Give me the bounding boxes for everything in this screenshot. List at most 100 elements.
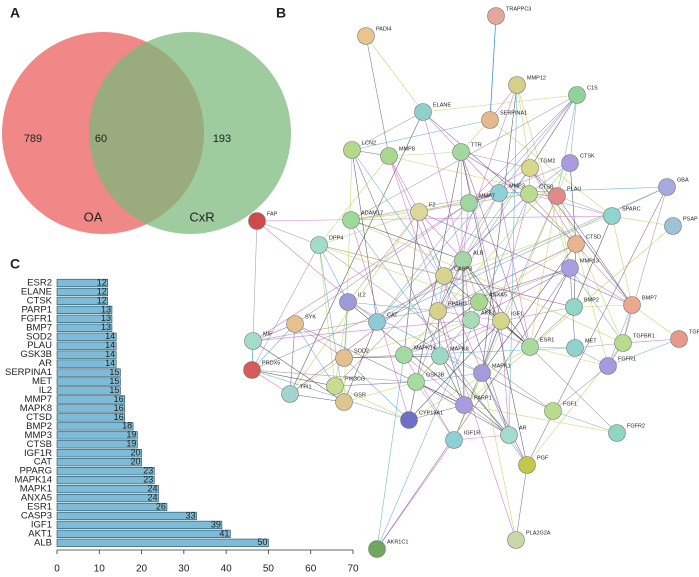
- node: [454, 251, 472, 269]
- node-label: MMP3: [509, 183, 525, 189]
- edge: [343, 319, 472, 359]
- edge: [351, 149, 378, 323]
- edge: [529, 346, 609, 367]
- edge: [556, 195, 633, 306]
- edge: [463, 404, 618, 434]
- node: [431, 347, 449, 365]
- bar: [56, 386, 121, 395]
- edge: [462, 259, 472, 321]
- node-label: CYP19A1: [419, 410, 443, 416]
- value-label: 13: [101, 313, 111, 323]
- edge: [318, 244, 445, 277]
- edge: [289, 275, 445, 395]
- value-label: 18: [122, 421, 132, 431]
- edge: [376, 275, 445, 323]
- edge: [388, 151, 462, 157]
- edge: [611, 215, 633, 306]
- edge: [508, 84, 518, 436]
- x-tick-label: 20: [136, 564, 148, 575]
- edge: [334, 381, 417, 387]
- node: [565, 298, 583, 316]
- edge: [453, 434, 510, 441]
- category-label: SOD2: [26, 331, 52, 342]
- category-label: ESR1: [27, 502, 52, 513]
- edge: [631, 304, 680, 340]
- edge: [418, 211, 445, 277]
- node: [521, 338, 539, 356]
- node: [599, 357, 617, 375]
- node-label: ANXA5: [489, 292, 507, 298]
- node: [414, 103, 432, 121]
- node-label: AKR1C1: [387, 539, 408, 545]
- node-label: IGF1R: [464, 430, 480, 436]
- edge: [552, 365, 609, 412]
- edge: [318, 244, 336, 387]
- edge: [334, 275, 445, 387]
- edge: [611, 215, 674, 227]
- node-label: MAPK14: [414, 345, 436, 351]
- node-label: MMP12: [527, 75, 546, 81]
- x-tick-label: 40: [221, 564, 233, 575]
- node: [445, 431, 463, 449]
- edge: [251, 323, 296, 371]
- category-label: MAPK14: [15, 475, 53, 486]
- edge: [569, 267, 624, 344]
- panel-label: A: [10, 5, 20, 21]
- edge: [294, 323, 345, 359]
- category-label: PLAU: [27, 340, 52, 351]
- edge: [481, 193, 530, 374]
- bar: [56, 314, 113, 323]
- edge: [318, 155, 390, 246]
- bar: [56, 287, 109, 297]
- edge: [418, 211, 633, 306]
- edge: [388, 155, 420, 213]
- edge: [403, 211, 420, 356]
- category-label: CTSD: [26, 412, 52, 423]
- bar: [56, 278, 109, 288]
- edge: [365, 35, 390, 157]
- node: [339, 293, 357, 311]
- category-label: IGF1R: [24, 448, 52, 459]
- node-label: FAP: [267, 211, 278, 217]
- bar: [56, 350, 117, 359]
- edge: [343, 381, 417, 403]
- edge: [569, 94, 578, 164]
- edge: [556, 195, 571, 269]
- node-label: SPARC: [622, 206, 641, 212]
- edge: [481, 372, 554, 412]
- value-label: 14: [105, 340, 115, 350]
- value-label: 20: [131, 448, 141, 458]
- category-label: MMP3: [25, 430, 52, 441]
- node: [410, 203, 428, 221]
- edge: [468, 94, 578, 204]
- node-label: GSK3B: [426, 372, 445, 378]
- bar: [56, 476, 155, 485]
- category-label: MAPK1: [20, 484, 52, 495]
- edge: [376, 193, 530, 550]
- edge: [470, 319, 531, 348]
- node-label: AR: [519, 425, 527, 431]
- node: [429, 302, 447, 320]
- category-label: CTSK: [27, 295, 53, 306]
- edge: [462, 259, 465, 406]
- edge: [318, 244, 349, 303]
- node: [492, 312, 510, 330]
- node: [380, 147, 398, 165]
- bar: [56, 296, 109, 306]
- set-count: 789: [24, 133, 42, 145]
- category-label: ANXA5: [21, 493, 52, 504]
- edge: [552, 410, 618, 434]
- node-label: FGF1: [563, 401, 577, 407]
- value-label: 16: [114, 394, 124, 404]
- edge: [607, 338, 680, 367]
- category-label: IGF1: [31, 519, 52, 530]
- bar: [56, 440, 138, 449]
- node-label: SERPINA1: [500, 110, 527, 116]
- edge: [481, 372, 517, 541]
- node-label: IGF1: [511, 311, 523, 317]
- edge: [439, 355, 510, 436]
- node-label: BMP7: [642, 295, 657, 301]
- edge: [556, 94, 578, 197]
- edge: [334, 385, 410, 421]
- node-label: PLAU: [567, 186, 581, 192]
